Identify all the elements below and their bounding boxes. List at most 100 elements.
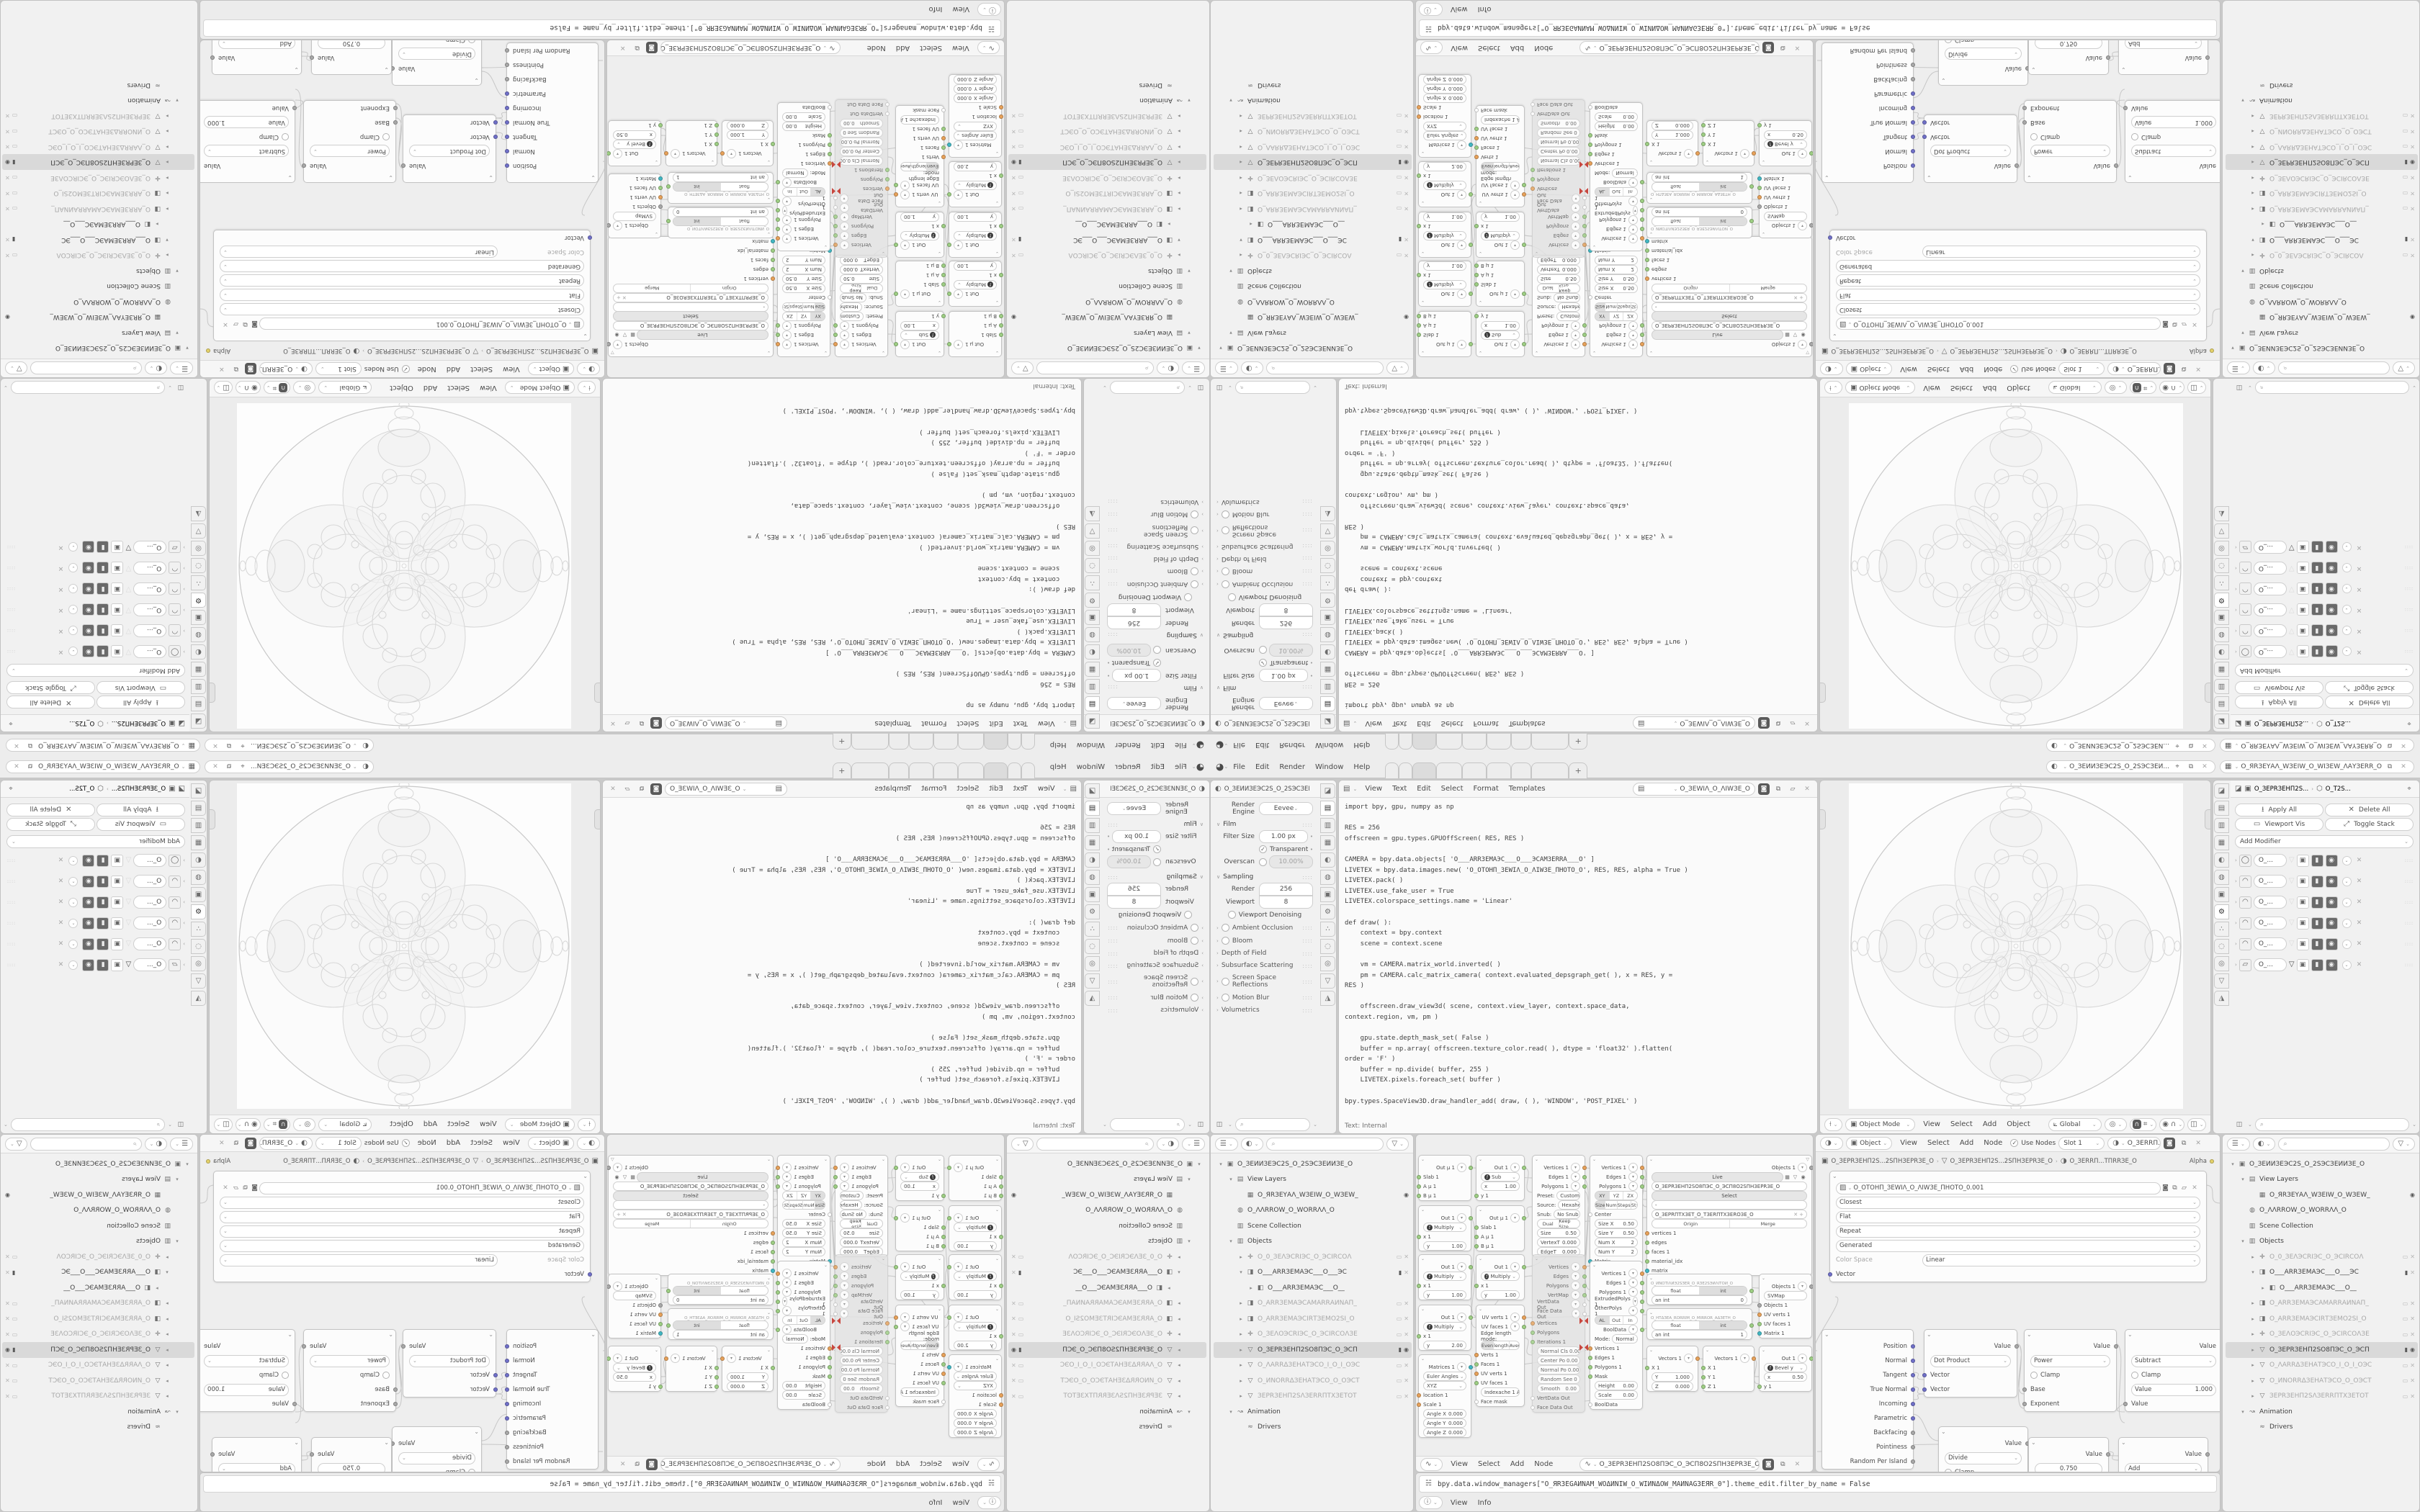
render-toggle[interactable]: ◉ [2325, 854, 2338, 867]
checkbox[interactable] [1191, 510, 1199, 518]
sv-node-20[interactable]: ⌄ Out 1 ▾ ƒ Bevel y ⌄ x 0.50 y 1 [606, 1346, 663, 1392]
input-socket[interactable] [1757, 186, 1762, 191]
workspace-tab-7[interactable] [888, 734, 909, 750]
math-node-add[interactable]: ⌄ Value Add ⌄ [2118, 1437, 2210, 1472]
section-bloom[interactable]: › Bloom:::: [1216, 567, 1313, 575]
input-socket[interactable] [828, 1212, 832, 1217]
node-icon-button[interactable]: ▽ [1793, 332, 1798, 338]
node-dropdown[interactable]: Closest ⌄ [1836, 303, 2200, 316]
node-number-field[interactable]: Scale 0.00 [782, 1390, 825, 1400]
sv-node-15[interactable]: ⌄ O_ИNОТIΛИЭ2SЗЕR_О_RЗЕ2SЭИΛIТОИ_О float in… [666, 1274, 774, 1305]
filter-size-input[interactable]: 1.00 px [1112, 669, 1162, 682]
input-socket[interactable] [1588, 161, 1592, 166]
viewport-toggle[interactable]: ▮ [97, 624, 109, 637]
menu-render[interactable]: Render [1115, 762, 1141, 771]
node-text-field[interactable]: SVMap [613, 212, 656, 221]
pivot-selector[interactable]: ◎ ⌄ [293, 381, 316, 395]
output-socket[interactable] [947, 192, 951, 197]
visibility-toggle[interactable]: ◉ [5, 313, 10, 320]
modifier-row-5[interactable]: › ◠ O_... ▽ ▣ ▮ ◉ ⌄ ✕:::: [6, 937, 185, 950]
input-socket[interactable] [1588, 1346, 1592, 1351]
node-dropdown[interactable]: No Snub⌄ [840, 1210, 866, 1219]
visibility-toggle[interactable]: ▭ [1396, 174, 1402, 181]
copy-icon[interactable]: ⧉ [639, 719, 645, 727]
outliner-item[interactable]: ▸ ▽ O_ИNОRRΔЗЕНАТЭСО_О_ОЭСТ ▭ ✕ [2251, 127, 2415, 135]
properties-tab-modifiers[interactable]: ⚙ [191, 904, 206, 919]
properties-tab-data[interactable]: ▽ [2214, 973, 2229, 989]
node-number-field[interactable]: x 1.00 [1481, 321, 1520, 330]
menu-edit[interactable]: Edit [1150, 741, 1165, 750]
close-icon[interactable]: ✕ [2356, 606, 2362, 613]
node-segmented-buttons[interactable]: Origin Merge [1652, 284, 1807, 293]
node-number-field[interactable]: Height 0.00 [782, 122, 825, 131]
output-socket[interactable] [1911, 1431, 1915, 1435]
input-socket[interactable] [1588, 1374, 1592, 1379]
workspace-tab-4[interactable] [1436, 762, 1463, 778]
render-toggle[interactable]: ◉ [2325, 896, 2338, 909]
viewport-3d[interactable]: ⟊ ⌄ ▣ Object Mode ⌄ View Select Add Object ⟀ … [1819, 780, 2211, 1134]
outliner-item[interactable]: ▾ ◨ O___АRRЗЕМАЭС___О___ЭС ▮ ✕ [2251, 235, 2415, 243]
node-segmented-buttons[interactable]: Dual Keep Size [1537, 1219, 1580, 1228]
visibility-toggle[interactable]: ✕ [5, 112, 10, 120]
node-button-select[interactable]: Select [613, 311, 768, 322]
magnet-icon[interactable]: ∩ [2132, 1120, 2141, 1129]
output-socket[interactable] [1522, 1315, 1526, 1320]
node-number-field[interactable]: Smooth 0.00 [1537, 1384, 1580, 1393]
input-socket[interactable] [999, 1392, 1003, 1398]
output-socket[interactable] [505, 1344, 509, 1349]
visibility-toggle[interactable]: ✕ [1011, 1300, 1016, 1307]
copy-icon[interactable]: ⧉ [226, 742, 232, 749]
properties-tab-particles[interactable]: ∴ [1320, 575, 1335, 590]
sv-node-14[interactable]: ⌄ ▽ Objects 1 ▾ Live ▦ ▽ ◉ O_ЗЕРRЗЕНП2SО8ПЭС_О_Э… [606, 236, 775, 357]
visibility-toggle[interactable]: ◉ [2410, 1192, 2415, 1199]
node-number-field[interactable]: Size 0.50 [1537, 274, 1580, 284]
output-socket[interactable] [1640, 1327, 1644, 1332]
visibility-toggle[interactable]: ✕ [1404, 1269, 1409, 1276]
node-number-field[interactable]: Z 0.000 [727, 1382, 768, 1391]
outliner-item[interactable]: ▾ ◨ O___АRRЗЕМАЭС___О___ЭС ▮ ✕ [1240, 1269, 1409, 1277]
close-icon[interactable]: ✕ [1794, 1460, 1801, 1468]
workspace-tab-2[interactable] [1399, 734, 1413, 750]
visibility-toggle[interactable]: ✕ [1011, 112, 1016, 120]
node-number-field[interactable]: y 1.00 [1481, 1290, 1520, 1300]
visibility-toggle[interactable]: ▭ [12, 112, 18, 120]
input-socket[interactable] [1531, 177, 1535, 182]
sv-node-13[interactable]: ⌄ Vertices 1 ▾ Edges 1 ▾ Polygons 1 ▾ ExtrudedP… [1588, 102, 1644, 251]
node-number-field[interactable]: y 1.00 [954, 1290, 997, 1300]
node-number-field[interactable]: y 1.00 [1423, 1290, 1466, 1300]
properties-tab-output[interactable]: ▥ [191, 818, 206, 833]
shader-node-editor[interactable]: ◑ ⌄ ▣ Object ⌄ View Select Add Node ✓ Use Nod… [200, 40, 605, 378]
copy-icon[interactable]: ⧉ [27, 763, 33, 770]
modifier-menu[interactable]: ⌄ [2341, 605, 2352, 615]
text-menu-select[interactable]: Select [1440, 785, 1464, 793]
sv-node-17[interactable]: ⌄ Objects 1 ▾ SVMap Objects 1 UV verts 1 UV fa… [606, 174, 663, 238]
input-socket[interactable] [828, 152, 832, 157]
properties-tab-modifiers[interactable]: ⚙ [1320, 904, 1335, 919]
outliner-item[interactable]: ▸ ▽ ЗЕРRЗЕНП2SΛЗЕRRПТХЗЕТОТ ▭ ✕ [2251, 112, 2415, 120]
math-node-power[interactable]: ⌄ Value Power ⌄ Clamp Base Exponent [2022, 100, 2118, 183]
socket-menu[interactable]: ▾ [671, 149, 680, 158]
input-socket[interactable] [999, 323, 1003, 328]
editmode-toggle[interactable]: ▣ [111, 645, 124, 658]
region-handle[interactable] [209, 683, 215, 703]
info-menu-view[interactable]: View [952, 5, 970, 14]
node-segmented-buttons[interactable]: AL Out In [1595, 1315, 1638, 1325]
editmode-toggle[interactable]: ▣ [111, 937, 124, 950]
visibility-toggle[interactable]: ▭ [1018, 1392, 1024, 1400]
socket-menu[interactable]: ▾ [1628, 330, 1638, 340]
render-toggle[interactable]: ◉ [82, 875, 95, 888]
region-handle[interactable] [1820, 809, 1826, 829]
checkbox-transparent[interactable]: ✓ [1153, 845, 1162, 853]
editmode-toggle[interactable]: ▣ [2296, 937, 2309, 950]
input-socket[interactable] [1417, 1333, 1421, 1338]
menu-render[interactable]: Render [1115, 741, 1141, 750]
visibility-toggle[interactable]: ▮ [1398, 1346, 1402, 1354]
socket-menu[interactable]: ▾ [1457, 1163, 1466, 1172]
output-socket[interactable] [1582, 1184, 1587, 1189]
sv-node-5[interactable]: ⌄ Out 1 ▾ ƒ Multiply ⌄ x 1 y 1.00 [947, 1254, 1003, 1300]
visibility-toggle[interactable]: ✕ [2410, 236, 2415, 243]
chevron-down-icon[interactable]: ⌄ [1103, 1122, 1107, 1128]
